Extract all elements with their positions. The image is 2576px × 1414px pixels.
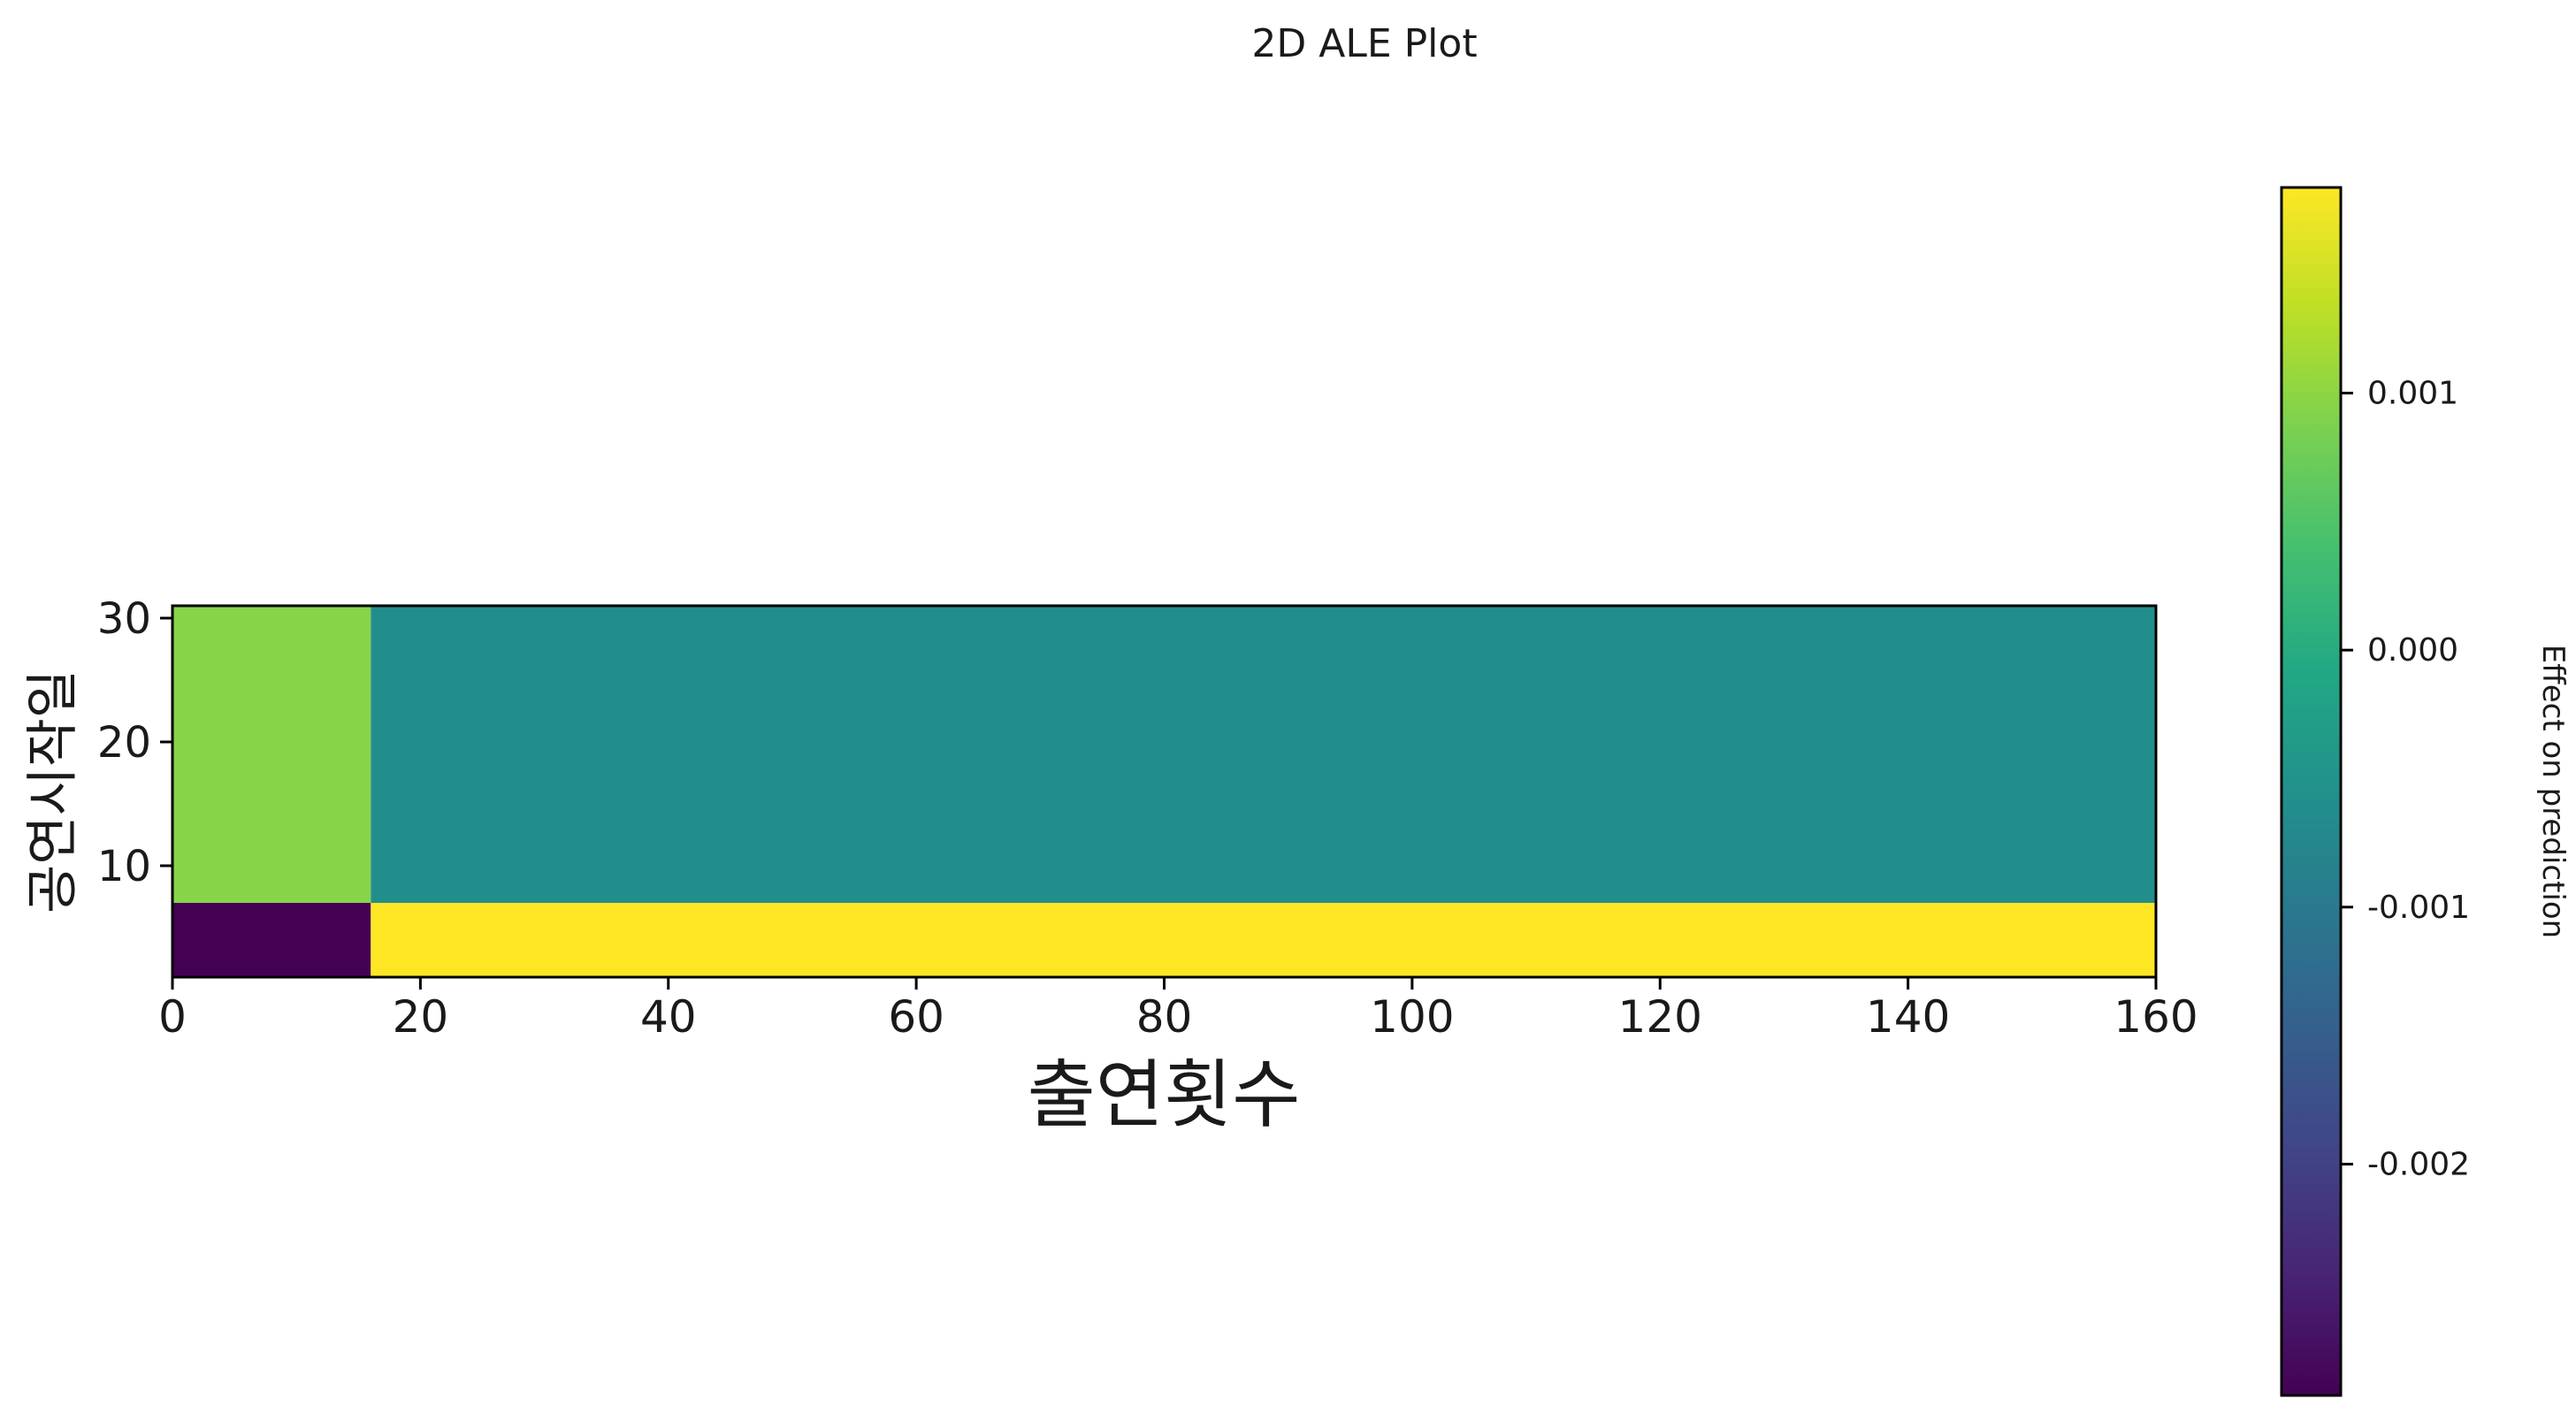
x-tick-label: 60 (888, 991, 944, 1043)
colorbar-tick-label: -0.002 (2367, 1146, 2470, 1182)
x-tick-label: 80 (1136, 991, 1193, 1043)
x-tick-label: 140 (1866, 991, 1950, 1043)
x-tick-label: 0 (158, 991, 187, 1043)
colorbar-axis: 0.001 0.000 -0.001 -0.002 (2341, 376, 2470, 1182)
heatmap-cell-3 (371, 606, 2156, 903)
y-tick-label: 10 (97, 842, 151, 891)
colorbar (2280, 186, 2343, 1397)
x-axis-label: 출연횟수 (1027, 1051, 1300, 1138)
heatmap-cell-2 (172, 606, 371, 903)
x-tick-label: 160 (2114, 991, 2198, 1043)
y-axis-label: 공연시작일 (22, 669, 84, 913)
x-tick-label: 20 (393, 991, 449, 1043)
y-tick-label: 30 (97, 594, 151, 644)
colorbar-label: Effect on prediction (2535, 645, 2571, 938)
colorbar-tick-label: 0.000 (2367, 632, 2458, 669)
chart-title: 2D ALE Plot (1251, 21, 1477, 66)
heatmap-cell-1 (371, 903, 2156, 977)
heatmap-cell-0 (172, 903, 371, 977)
heatmap-cells (172, 606, 2156, 977)
colorbar-tick-label: 0.001 (2367, 376, 2458, 412)
x-tick-label: 120 (1618, 991, 1702, 1043)
x-tick-label: 100 (1370, 991, 1454, 1043)
x-tick-label: 40 (640, 991, 697, 1043)
y-tick-label: 20 (97, 718, 151, 768)
colorbar-tick-label: -0.001 (2367, 890, 2470, 926)
x-axis: 0 20 40 60 80 100 120 140 160 (158, 977, 2198, 1043)
y-axis: 10 20 30 (97, 594, 172, 891)
